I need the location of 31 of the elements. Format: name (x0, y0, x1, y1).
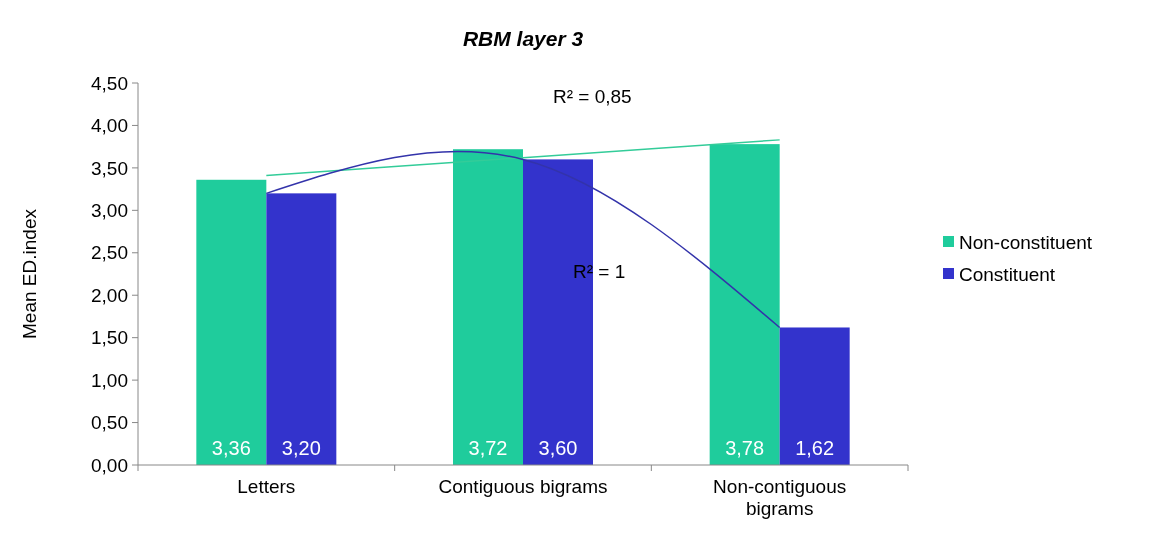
annotation: R² = 1 (573, 261, 626, 283)
y-tick-label: 2,00 (91, 284, 128, 306)
chart-title: RBM layer 3 (462, 27, 584, 50)
y-tick-label: 4,00 (91, 115, 128, 137)
bar (709, 144, 780, 465)
bar (523, 159, 593, 465)
legend-label: Constituent (959, 263, 1056, 285)
y-tick-label: 0,50 (91, 412, 128, 434)
data-label: 1,62 (795, 437, 835, 459)
y-axis-title: Mean ED.index (19, 208, 40, 339)
data-label: 3,78 (725, 437, 765, 459)
data-label: 3,72 (468, 437, 508, 459)
y-tick-label: 1,00 (91, 369, 128, 391)
bar (453, 149, 523, 465)
x-tick-label: Contiguous bigrams (438, 476, 608, 497)
data-label: 3,60 (538, 437, 578, 459)
data-label: 3,20 (281, 437, 321, 459)
bar (779, 327, 850, 465)
annotation: R² = 0,85 (553, 85, 632, 107)
y-tick-label: 0,00 (91, 454, 128, 476)
x-tick-label: Non-contiguous bigrams (713, 476, 847, 519)
y-tick-label: 4,50 (91, 72, 128, 94)
x-tick-label: Letters (237, 476, 296, 497)
bar (196, 179, 267, 465)
legend-label: Non-constituent (959, 231, 1093, 253)
y-tick-label: 1,50 (91, 327, 128, 349)
y-tick-label: 2,50 (91, 242, 128, 264)
y-tick-label: 3,00 (91, 199, 128, 221)
bar (266, 193, 337, 465)
y-tick-label: 3,50 (91, 157, 128, 179)
data-label: 3,36 (211, 437, 251, 459)
